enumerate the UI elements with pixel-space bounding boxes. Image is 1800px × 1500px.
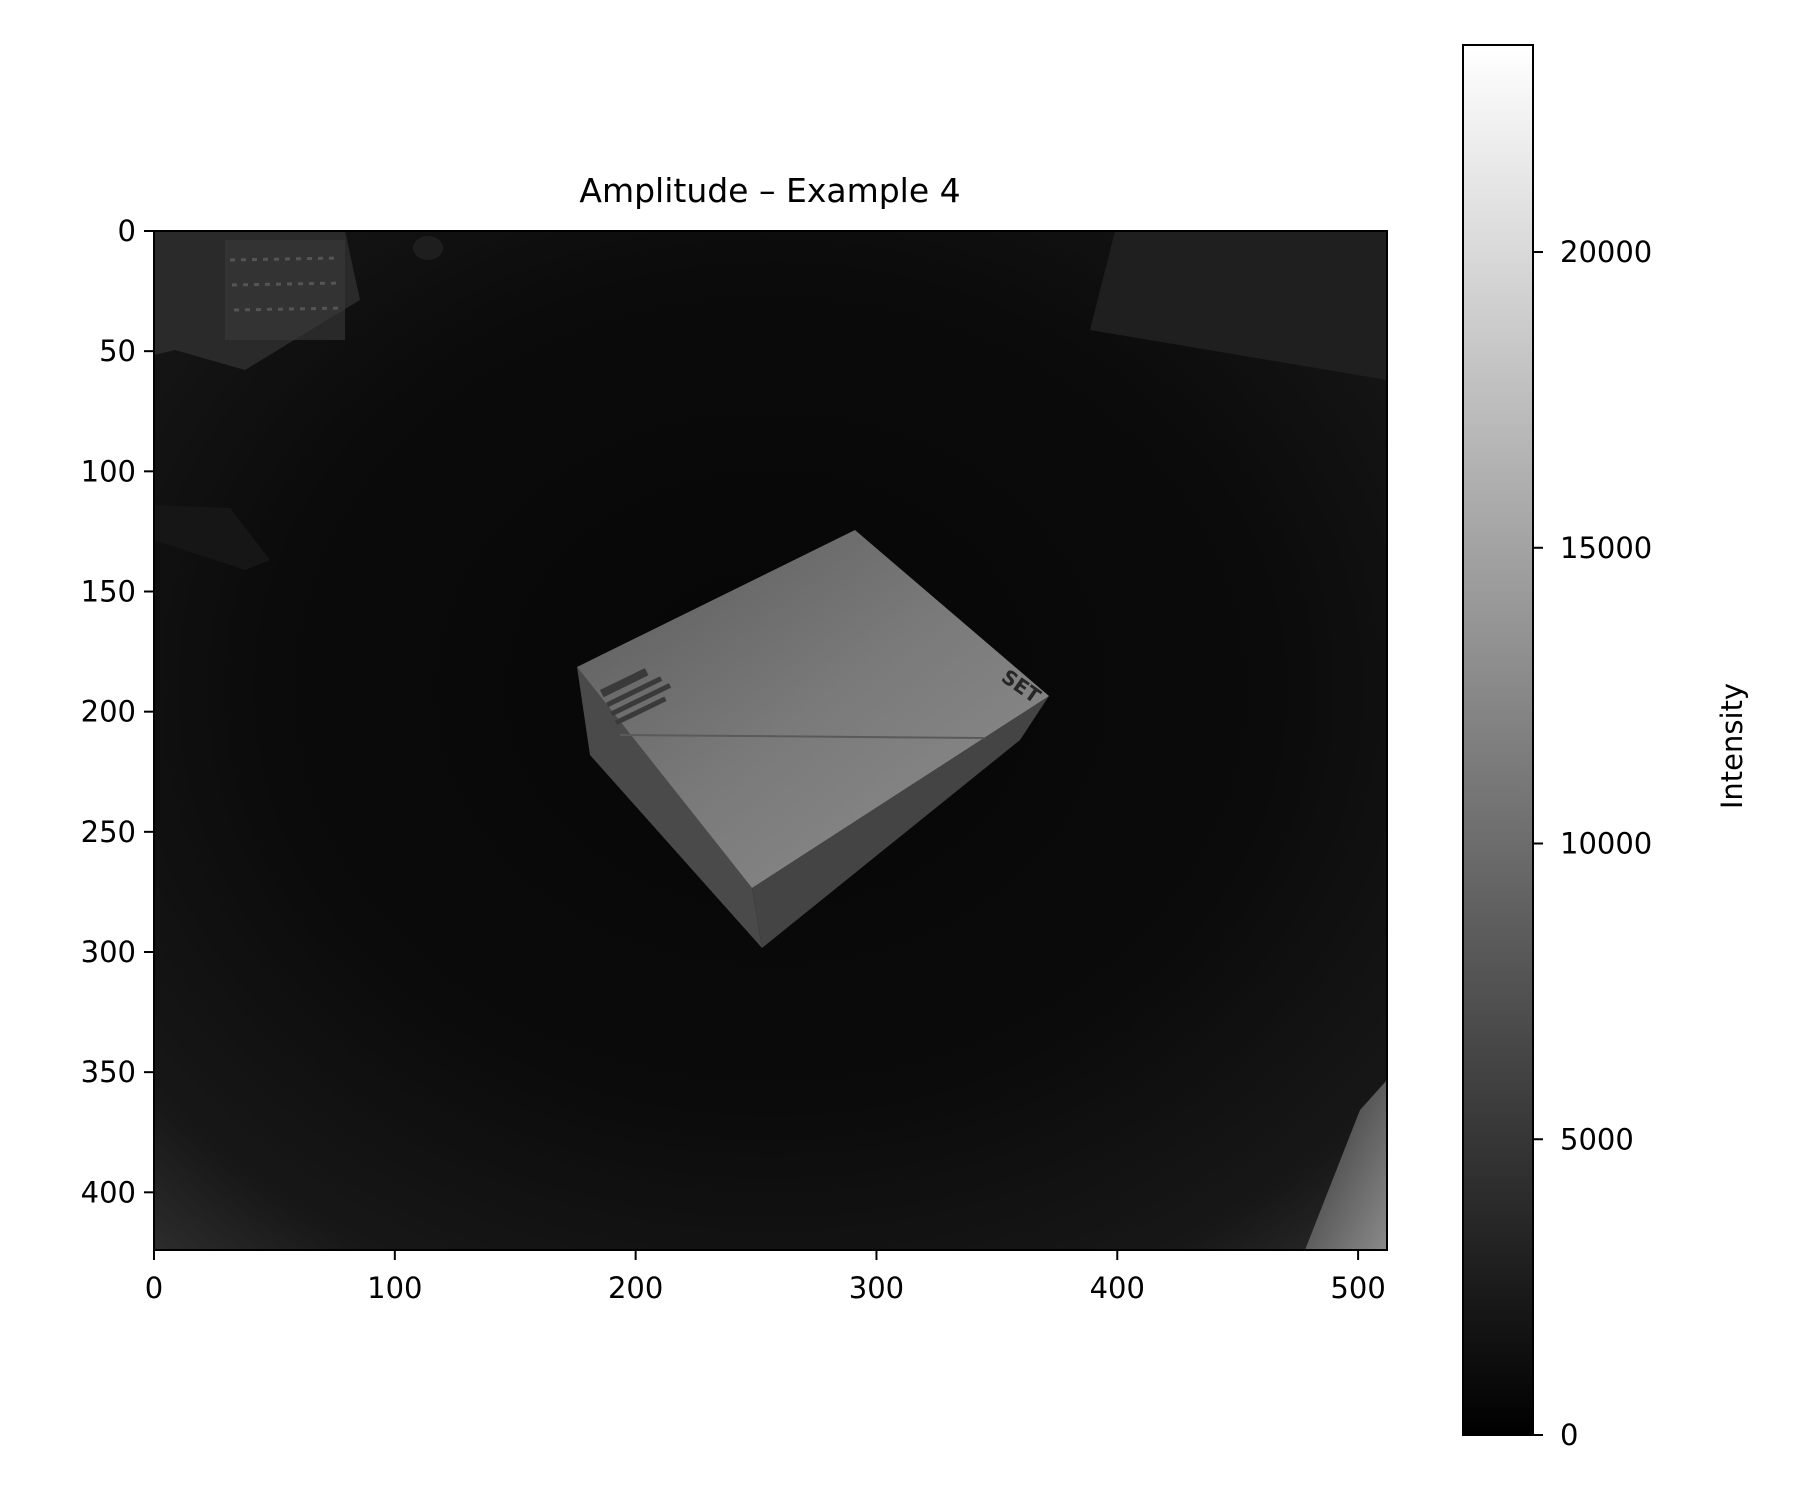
y-tick-label: 350 (81, 1055, 136, 1089)
image-frame (153, 230, 1388, 1251)
left-wall-shadow (154, 505, 270, 570)
upper-right-wall (1090, 231, 1387, 380)
x-tick-label: 0 (145, 1271, 163, 1305)
y-tick-label: 300 (81, 935, 136, 969)
y-tick-label: 400 (81, 1175, 136, 1209)
colorbar (1462, 44, 1534, 1436)
small-object (413, 236, 443, 260)
x-tick-label: 400 (1090, 1271, 1145, 1305)
y-tick-label: 150 (81, 574, 136, 608)
y-tick-label: 50 (99, 334, 136, 368)
colorbar-ticks: 0 5000 10000 15000 20000 (1533, 235, 1652, 1452)
radiator-shape (154, 231, 360, 370)
lower-right-corner-object (1305, 1080, 1387, 1250)
colorbar-tick-label: 20000 (1560, 235, 1652, 269)
box-label-stripes (600, 668, 672, 726)
colorbar-tick-label: 15000 (1560, 531, 1652, 565)
y-tick-label: 100 (81, 454, 136, 488)
x-tick-label: 100 (367, 1271, 422, 1305)
y-tick-label: 250 (81, 815, 136, 849)
x-tick-label: 500 (1330, 1271, 1385, 1305)
chart-title: Amplitude – Example 4 (579, 171, 960, 210)
amplitude-image: SET (154, 231, 1387, 1250)
y-tick-label: 200 (81, 695, 136, 729)
cardboard-box: SET (577, 530, 1049, 948)
colorbar-tick-label: 0 (1560, 1418, 1578, 1452)
colorbar-label: Intensity (1715, 683, 1749, 809)
box-front-left-face (577, 667, 762, 948)
x-tick-label: 300 (849, 1271, 904, 1305)
colorbar-tick-label: 5000 (1560, 1122, 1634, 1156)
y-tick-label: 0 (118, 214, 136, 248)
x-axis-ticks: 0 100 200 300 400 500 (145, 1250, 1386, 1305)
colorbar-tick-label: 10000 (1560, 827, 1652, 861)
box-top-face (577, 530, 1049, 888)
x-tick-label: 200 (608, 1271, 663, 1305)
box-front-right-face (752, 696, 1049, 948)
y-axis-ticks: 0 50 100 150 200 250 300 350 400 (81, 214, 154, 1209)
